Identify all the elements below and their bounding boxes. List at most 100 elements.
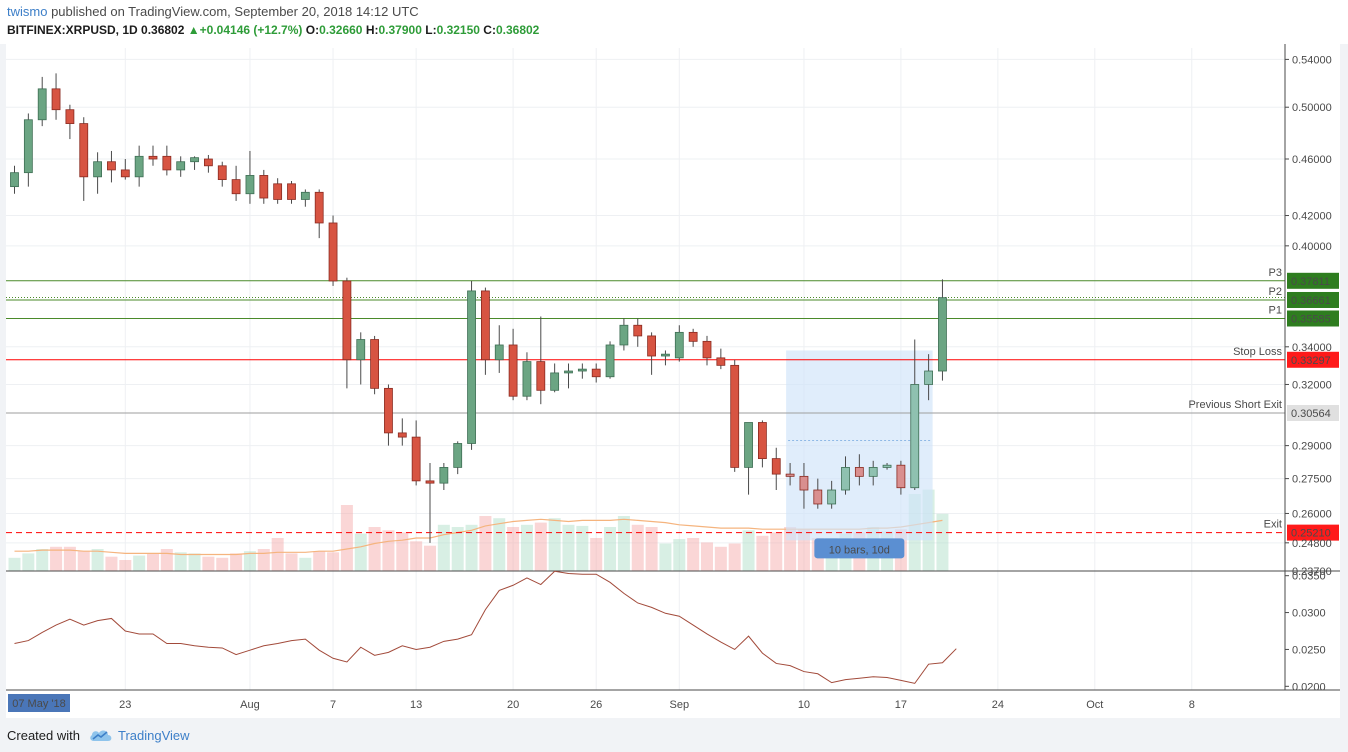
candle-body[interactable] xyxy=(190,157,199,163)
candle-body[interactable] xyxy=(564,370,573,374)
candle-body[interactable] xyxy=(813,489,823,505)
volume-bar xyxy=(327,552,340,571)
p3-price-tag xyxy=(1287,272,1339,289)
candle-body[interactable] xyxy=(536,361,546,391)
candle-body[interactable] xyxy=(550,372,560,391)
candle-body[interactable] xyxy=(273,183,283,200)
candle-body[interactable] xyxy=(702,340,712,359)
candle-body[interactable] xyxy=(148,155,158,160)
volume-bar xyxy=(354,533,367,571)
tradingview-brand-link[interactable]: TradingView xyxy=(118,728,190,743)
candle-body[interactable] xyxy=(37,88,47,121)
candle-body[interactable] xyxy=(300,191,310,200)
volume-bar xyxy=(424,545,436,571)
candle-body[interactable] xyxy=(134,155,144,178)
candle-body[interactable] xyxy=(827,489,837,505)
candle-body[interactable] xyxy=(245,175,255,195)
candle-body[interactable] xyxy=(841,467,850,491)
volume-bar xyxy=(105,556,118,571)
candle-body[interactable] xyxy=(633,324,643,337)
candle-body[interactable] xyxy=(120,169,130,178)
p2-price-tag xyxy=(1287,291,1339,308)
chart-area[interactable]: P3 0.37811 P2 0.36661 P1 0.35585 Stop Loss 0.33… xyxy=(6,44,1340,718)
candle-body[interactable] xyxy=(799,475,809,491)
volume-bar xyxy=(520,524,533,571)
candle-body[interactable] xyxy=(176,161,186,171)
candle-body[interactable] xyxy=(910,384,920,489)
candle-body[interactable] xyxy=(79,123,89,178)
candle-body[interactable] xyxy=(93,161,102,178)
candle-body[interactable] xyxy=(744,422,753,468)
p3-label: P3 xyxy=(1269,267,1282,279)
volume-bar xyxy=(714,546,727,571)
measure-label-box xyxy=(814,538,905,559)
candle-body[interactable] xyxy=(508,344,518,397)
indicator-line xyxy=(14,570,957,684)
candle-body[interactable] xyxy=(453,443,463,468)
candle-body[interactable] xyxy=(938,297,947,372)
candle-body[interactable] xyxy=(882,464,892,468)
volume-bar xyxy=(604,527,617,571)
candle-body[interactable] xyxy=(397,432,407,438)
candle-body[interactable] xyxy=(605,344,615,378)
candle-body[interactable] xyxy=(259,175,269,199)
volume-bar xyxy=(631,524,644,571)
candle-body[interactable] xyxy=(342,280,352,361)
candle-body[interactable] xyxy=(896,464,906,489)
candle-body[interactable] xyxy=(674,331,684,359)
volume-bar xyxy=(216,557,229,571)
candle-body[interactable] xyxy=(107,161,116,171)
candle-body[interactable] xyxy=(384,387,393,434)
volume-bar xyxy=(147,553,159,571)
candle-body[interactable] xyxy=(439,467,449,484)
candle-body[interactable] xyxy=(716,357,726,366)
low-value: 0.32150 xyxy=(436,23,480,37)
candle-body[interactable] xyxy=(854,467,864,477)
price-chart-svg[interactable]: P3 0.37811 P2 0.36661 P1 0.35585 Stop Loss 0.33… xyxy=(6,44,1340,718)
candle-body[interactable] xyxy=(494,344,504,361)
candle-body[interactable] xyxy=(328,222,338,282)
candle-body[interactable] xyxy=(314,191,324,224)
candle-body[interactable] xyxy=(661,353,670,357)
candle-body[interactable] xyxy=(924,370,933,385)
candle-body[interactable] xyxy=(480,290,490,361)
candle-body[interactable] xyxy=(217,165,227,181)
measure-range-box[interactable] xyxy=(786,350,933,541)
candle-body[interactable] xyxy=(411,436,421,482)
candle-body[interactable] xyxy=(771,458,781,475)
volume-bar xyxy=(119,560,132,571)
time-tick-label: 17 xyxy=(895,699,907,711)
candle-body[interactable] xyxy=(758,422,767,460)
exit-label: Exit xyxy=(1264,519,1282,531)
candle-body[interactable] xyxy=(425,480,435,484)
candle-body[interactable] xyxy=(370,339,380,389)
candle-body[interactable] xyxy=(10,172,19,188)
candle-body[interactable] xyxy=(231,179,241,195)
candle-body[interactable] xyxy=(162,155,172,171)
time-tick-label: Aug xyxy=(240,699,260,711)
candle-body[interactable] xyxy=(688,331,698,342)
candle-body[interactable] xyxy=(577,368,587,372)
volume-bar xyxy=(645,527,658,571)
candle-body[interactable] xyxy=(591,368,601,378)
candle-body[interactable] xyxy=(730,364,740,468)
time-tick-label: 7 xyxy=(330,699,336,711)
time-tick-label: Oct xyxy=(1086,699,1103,711)
candle-body[interactable] xyxy=(868,467,878,477)
volume-bar xyxy=(188,553,201,571)
time-tick-label: 8 xyxy=(1189,699,1195,711)
candle-body[interactable] xyxy=(287,183,296,200)
candle-body[interactable] xyxy=(23,119,33,174)
candle-body[interactable] xyxy=(51,88,61,111)
candle-body[interactable] xyxy=(65,109,75,124)
candle-body[interactable] xyxy=(356,339,366,361)
candle-body[interactable] xyxy=(785,473,795,477)
candle-body[interactable] xyxy=(647,335,656,357)
candle-body[interactable] xyxy=(467,290,476,444)
candle-body[interactable] xyxy=(619,324,629,346)
author-link[interactable]: twismo xyxy=(7,4,48,19)
time-tick-label: 24 xyxy=(992,699,1004,711)
candle-body[interactable] xyxy=(203,158,213,167)
volume-bar xyxy=(243,551,256,571)
candle-body[interactable] xyxy=(522,361,532,397)
